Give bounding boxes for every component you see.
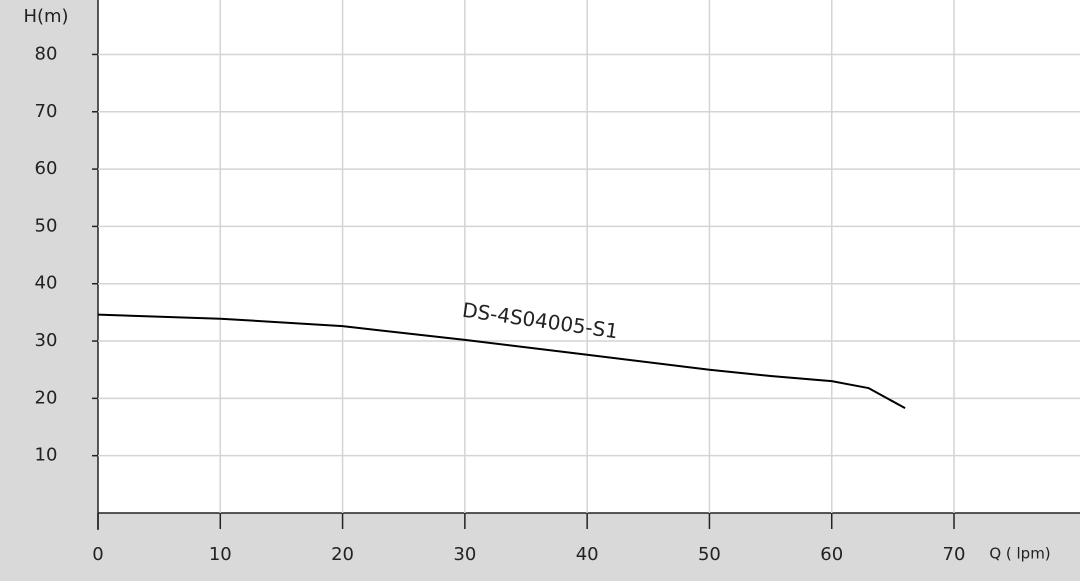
- x-tick-label: 70: [943, 544, 966, 565]
- x-tick-label: 50: [698, 544, 721, 565]
- y-tick-label: 60: [35, 158, 58, 179]
- y-axis-title: H(m): [23, 6, 68, 27]
- x-tick-label: 30: [453, 544, 476, 565]
- x-axis-title: Q ( lpm): [989, 545, 1050, 563]
- x-tick-label: 20: [331, 544, 354, 565]
- y-tick-label: 80: [35, 43, 58, 64]
- y-tick-label: 70: [35, 101, 58, 122]
- y-tick-label: 50: [35, 215, 58, 236]
- x-tick-label: 60: [820, 544, 843, 565]
- y-tick-label: 10: [35, 445, 58, 466]
- curve: [97, 313, 906, 409]
- x-tick-label: 0: [92, 544, 103, 565]
- plot-area: [98, 0, 1080, 513]
- y-tick-label: 30: [35, 330, 58, 351]
- x-tick-label: 40: [576, 544, 599, 565]
- y-tick-label: 20: [35, 387, 58, 408]
- y-tick-label: 40: [35, 273, 58, 294]
- x-tick-label: 10: [209, 544, 232, 565]
